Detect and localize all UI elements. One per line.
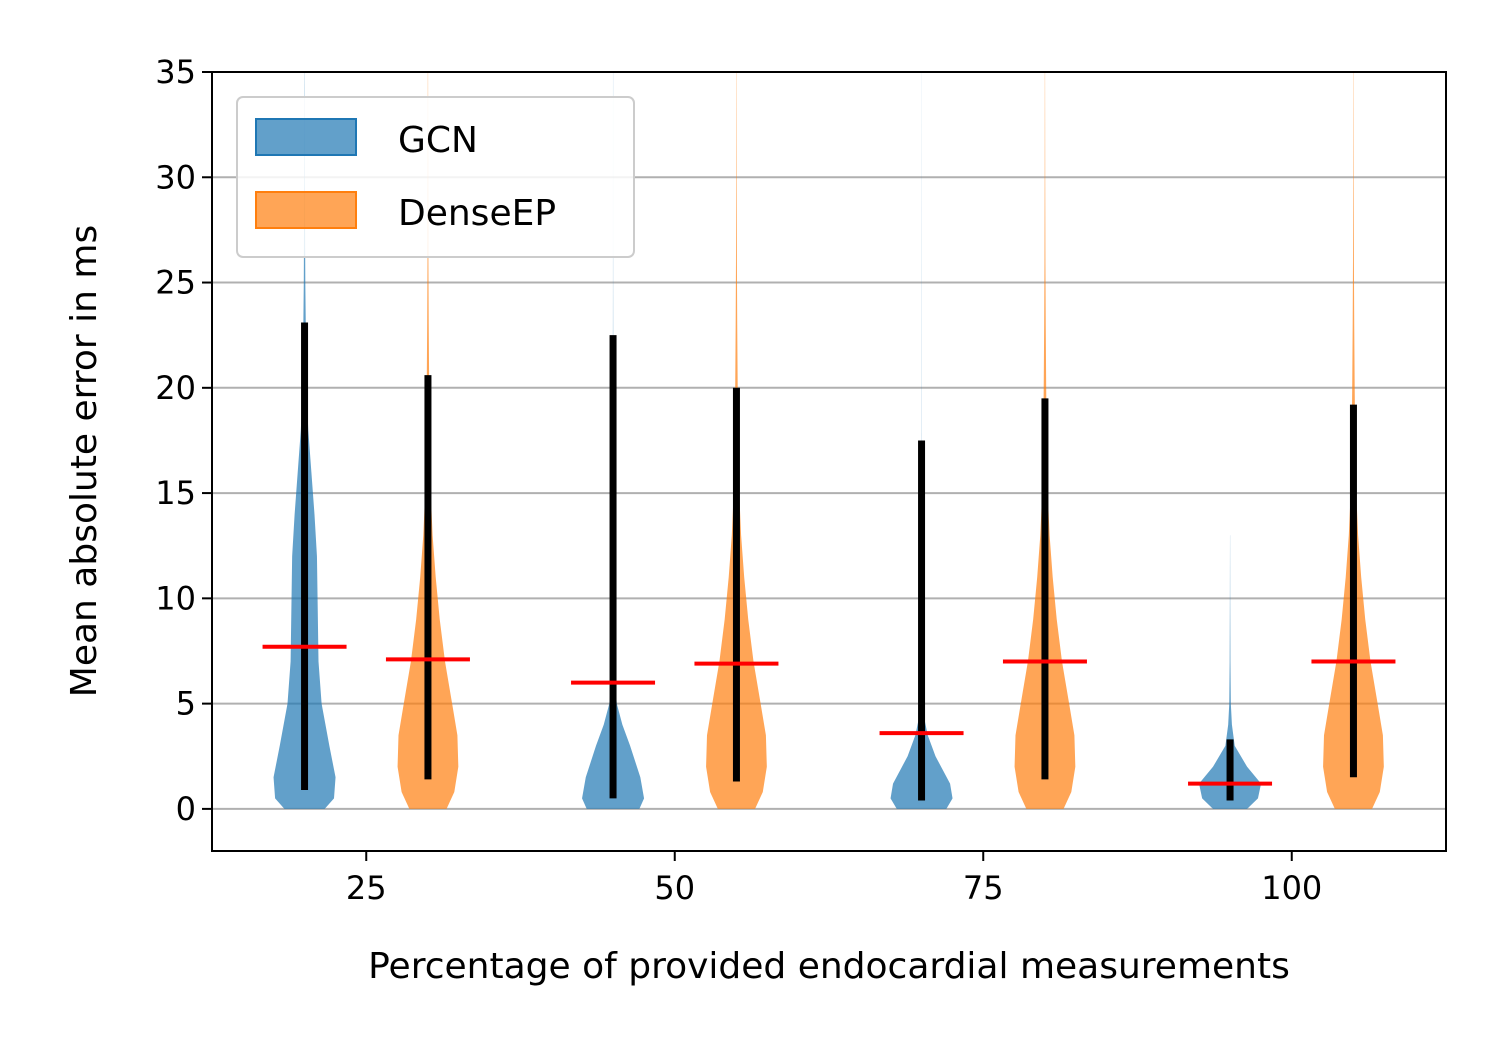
y-tick-label-35: 35 — [155, 53, 196, 91]
y-axis-title: Mean absolute error in ms — [64, 225, 105, 697]
y-tick-label-30: 30 — [155, 158, 196, 196]
x-axis: 25 50 75 100 — [346, 851, 1322, 907]
violin-gcn-95 — [1199, 535, 1262, 809]
x-tick-label-25: 25 — [346, 869, 387, 907]
x-axis-title: Percentage of provided endocardial measu… — [368, 946, 1290, 987]
y-tick-label-20: 20 — [155, 369, 196, 407]
x-tick-label-100: 100 — [1261, 869, 1322, 907]
y-tick-label-15: 15 — [155, 474, 196, 512]
legend-swatch-denseep — [255, 191, 357, 229]
whiskers — [301, 322, 1357, 801]
legend: GCN DenseEP — [236, 96, 635, 258]
legend-label-gcn: GCN — [398, 120, 478, 161]
plot-frame — [211, 71, 1447, 852]
violin-gcn-70 — [890, 72, 953, 809]
y-axis: 0 5 10 15 20 25 30 35 — [155, 53, 212, 828]
y-tick-label-25: 25 — [155, 264, 196, 302]
legend-label-denseep: DenseEP — [398, 193, 556, 234]
x-tick-label-75: 75 — [963, 869, 1004, 907]
legend-swatch-gcn — [255, 118, 357, 156]
y-tick-label-5: 5 — [176, 685, 196, 723]
y-tick-label-10: 10 — [155, 579, 196, 617]
y-tick-label-0: 0 — [176, 790, 196, 828]
x-tick-label-50: 50 — [654, 869, 695, 907]
mean-markers — [262, 644, 1396, 786]
